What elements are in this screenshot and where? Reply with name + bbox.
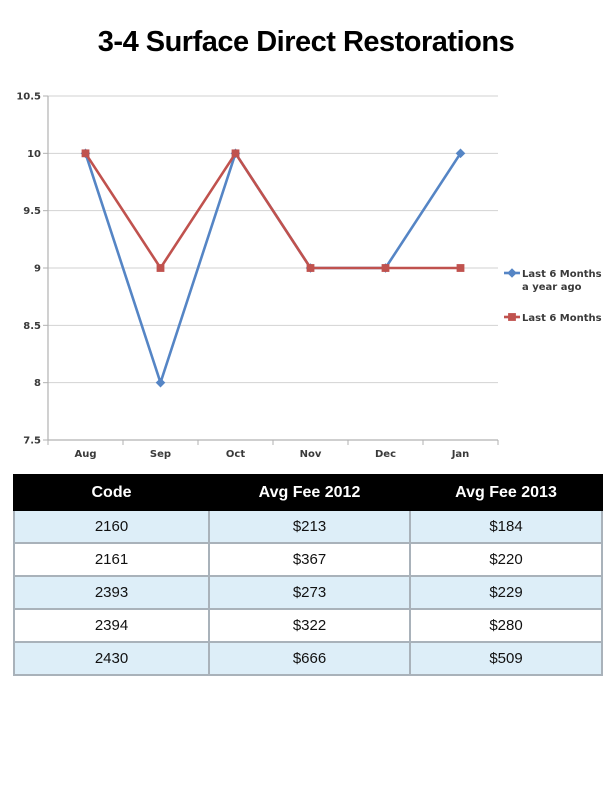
- table-cell: $322: [208, 608, 411, 643]
- y-tick-label: 10.5: [16, 92, 41, 103]
- table-cell: $666: [208, 641, 411, 676]
- table-cell: $229: [409, 575, 603, 610]
- table-row: 2430 $666 $509: [13, 641, 603, 676]
- series-marker-diamond-icon: [155, 377, 166, 388]
- table-cell: $273: [208, 575, 411, 610]
- table-cell: 2430: [13, 641, 210, 676]
- x-tick-label: Jan: [451, 449, 470, 460]
- line-chart: 10.5 10 9.5 9 8.5 8 7.5 Aug Sep Oct Nov Dec Jan Last …: [16, 92, 602, 461]
- table-row: 2161 $367 $220: [13, 542, 603, 577]
- x-tick-label: Dec: [375, 449, 396, 460]
- y-tick-label: 8.5: [23, 321, 41, 332]
- x-tick-label: Oct: [226, 449, 245, 460]
- series-marker-square-icon: [456, 264, 465, 272]
- y-tick-label: 7.5: [23, 436, 41, 447]
- fee-table-body: 2160 $213 $184 2161 $367 $220 2393 $273 $229 2394…: [13, 509, 603, 676]
- series-marker-square-icon: [381, 264, 390, 272]
- x-tick-label: Nov: [300, 449, 322, 460]
- table-cell: 2393: [13, 575, 210, 610]
- table-cell: $367: [208, 542, 411, 577]
- table-cell: $184: [409, 509, 603, 544]
- legend-entry: Last 6 Months: [504, 313, 602, 324]
- series-marker-diamond-icon: [507, 268, 517, 278]
- fee-table: Code Avg Fee 2012 Avg Fee 2013 2160 $213 $…: [13, 474, 603, 676]
- legend-label: Last 6 Months: [522, 313, 602, 324]
- table-cell: $280: [409, 608, 603, 643]
- series-line: [84, 150, 461, 271]
- legend-entry: Last 6 Months a year ago: [504, 268, 602, 293]
- x-tick-label: Sep: [150, 449, 171, 460]
- table-cell: 2394: [13, 608, 210, 643]
- series-marker-square-icon: [81, 149, 90, 158]
- page-title: 3-4 Surface Direct Restorations: [97, 26, 515, 58]
- table-row: 2393 $273 $229: [13, 575, 603, 610]
- series-marker-square-icon: [156, 264, 165, 272]
- y-tick-label: 10: [27, 149, 41, 160]
- table-header-cell-code: Code: [13, 474, 210, 511]
- y-tick-label: 8: [34, 378, 41, 389]
- x-tick-label: Aug: [74, 449, 96, 460]
- table-row: 2394 $322 $280: [13, 608, 603, 643]
- table-row: 2160 $213 $184: [13, 509, 603, 544]
- series-marker-square-icon: [508, 313, 516, 321]
- series-marker-square-icon: [306, 264, 315, 272]
- y-tick-label: 9: [34, 264, 41, 275]
- legend-label: a year ago: [522, 282, 582, 293]
- series-marker-square-icon: [231, 149, 240, 158]
- table-header-cell-2013: Avg Fee 2013: [409, 474, 603, 511]
- table-cell: 2161: [13, 542, 210, 577]
- table-header-cell-2012: Avg Fee 2012: [208, 474, 411, 511]
- table-cell: $213: [208, 509, 411, 544]
- table-cell: 2160: [13, 509, 210, 544]
- table-cell: $509: [409, 641, 603, 676]
- y-tick-label: 9.5: [23, 206, 41, 217]
- legend-label: Last 6 Months: [522, 269, 602, 280]
- series-square: [81, 149, 465, 272]
- table-header-row: Code Avg Fee 2012 Avg Fee 2013: [13, 474, 603, 511]
- table-cell: $220: [409, 542, 603, 577]
